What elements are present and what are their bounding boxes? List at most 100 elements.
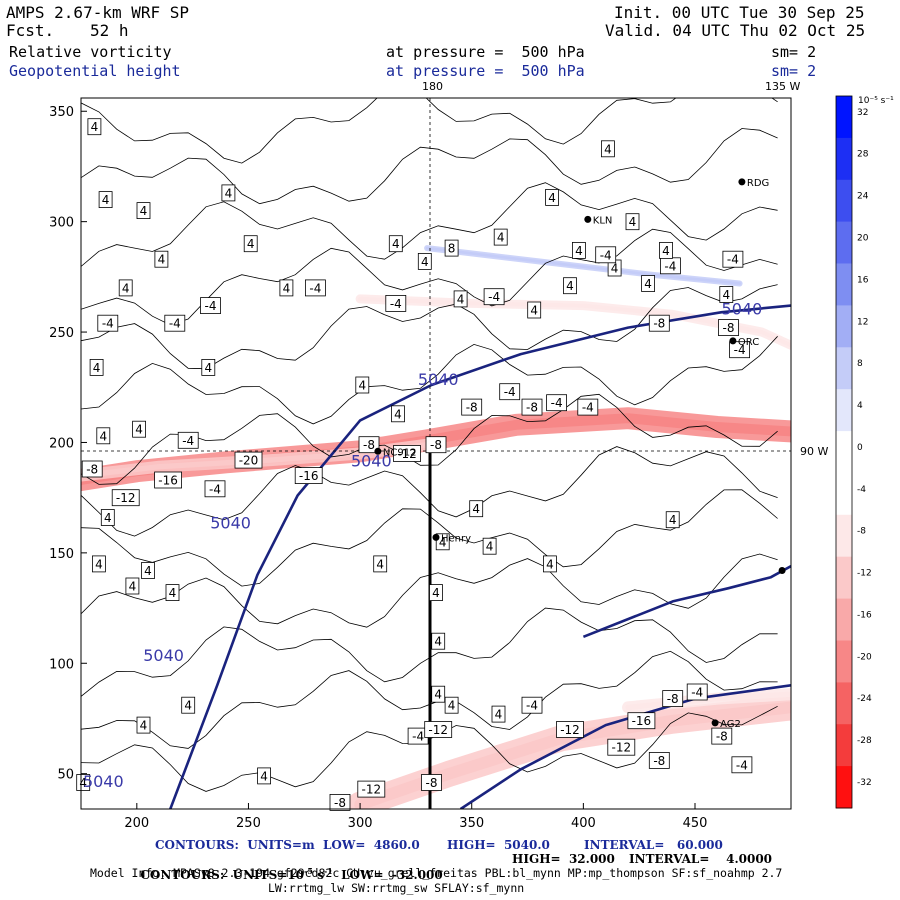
height-contour-label: 5040 xyxy=(210,514,251,533)
contour-label-box xyxy=(154,250,169,268)
y-tick-label: 300 xyxy=(49,216,74,231)
station-marker xyxy=(729,337,737,345)
x-tick-label: 350 xyxy=(459,816,484,831)
contour-label-box xyxy=(100,509,115,526)
contour-label: -4 xyxy=(691,686,703,700)
contour-label: 4 xyxy=(629,215,637,229)
contour-label: -4 xyxy=(551,396,563,410)
colorbar-tick-label: 28 xyxy=(857,150,869,160)
contour-label-box xyxy=(141,562,155,579)
height-contour-label: 5040 xyxy=(722,299,763,318)
contour-label: 4 xyxy=(548,191,556,205)
colorbar-swatch xyxy=(836,556,852,600)
contour-label: 4 xyxy=(457,292,465,306)
contour-label: -4 xyxy=(526,699,538,713)
contour-label-box xyxy=(92,555,106,573)
contour-label-box xyxy=(201,358,216,376)
colorbar-swatch xyxy=(836,389,852,432)
contour-label-box xyxy=(329,794,351,811)
contour-label: 4 xyxy=(184,699,192,713)
contour-label: 4 xyxy=(95,557,103,571)
contour-label-box xyxy=(417,252,432,270)
colorbar-swatch xyxy=(836,640,852,683)
colorbar-swatch xyxy=(836,598,852,641)
contour-label-box xyxy=(221,184,236,202)
contour-label-box xyxy=(358,436,380,454)
colorbar-tick-label: -8 xyxy=(857,527,866,537)
contour-label: 4 xyxy=(204,361,212,375)
contour-label: -4 xyxy=(727,253,739,267)
contour-label-box xyxy=(177,431,199,449)
contour-label-box xyxy=(164,314,186,332)
vorticity-band-core xyxy=(358,296,791,348)
contour-label: 4 xyxy=(722,288,730,302)
contour-label-box xyxy=(665,511,680,529)
colorbar-unit-label: 10⁻⁵ s⁻¹ xyxy=(858,96,894,106)
contour-label-box xyxy=(81,460,103,478)
contour-label: 8 xyxy=(448,242,456,256)
lon-135w-label: 135 W xyxy=(765,80,800,93)
contour-label: 4 xyxy=(566,279,574,293)
contour-label: -4 xyxy=(309,281,321,295)
colorbar-tick-label: 20 xyxy=(857,234,869,244)
contour-label: 4 xyxy=(140,204,148,218)
contour-label: 4 xyxy=(140,719,148,733)
contour-label: 4 xyxy=(102,193,110,207)
init-time: Init. 00 UTC Tue 30 Sep 25 xyxy=(614,3,865,22)
plot-frame xyxy=(80,97,792,810)
contour-label-box xyxy=(76,774,91,791)
contour-label-box xyxy=(136,202,151,220)
colorbar-tick-label: -20 xyxy=(857,652,872,662)
contour-label: -12 xyxy=(397,447,417,461)
contour-label: -4 xyxy=(736,758,748,772)
contour-label-box xyxy=(431,632,446,650)
station-marker xyxy=(432,533,440,541)
station-marker xyxy=(778,567,786,574)
contour-label: -4 xyxy=(734,343,746,357)
contour-label-box xyxy=(424,721,453,738)
contour-label: 4 xyxy=(358,379,366,393)
station-label: NC912 xyxy=(383,447,417,458)
contour-label-box xyxy=(556,721,584,738)
contour-label: 4 xyxy=(497,231,505,245)
contour-label-box xyxy=(304,279,326,297)
colorbar-tick-label: 12 xyxy=(857,317,868,327)
height-contour-label: 5040 xyxy=(143,646,184,665)
contour-label: -12 xyxy=(428,723,448,737)
contour-label: -8 xyxy=(334,796,346,810)
contour-label: 4 xyxy=(392,237,400,251)
vorticity-band-core xyxy=(81,312,340,323)
contour-label-box xyxy=(482,537,497,555)
contour-label: 4 xyxy=(421,255,429,269)
vorticity-contour-line xyxy=(81,98,778,164)
contour-label-box xyxy=(393,445,421,462)
forecast-label: Fcst. xyxy=(6,21,55,40)
colorbar-tick-label: -32 xyxy=(857,778,872,788)
contour-label-box xyxy=(521,398,543,416)
lon-90w-label: 90 W xyxy=(800,445,828,458)
contour-label: -8 xyxy=(723,321,735,335)
station-label: ORC xyxy=(738,337,759,348)
footer-vort-high: HIGH= 32.000 xyxy=(512,852,615,866)
contour-label-box xyxy=(641,275,655,292)
contour-label: -8 xyxy=(667,692,679,706)
contour-label: 4 xyxy=(158,253,166,267)
contour-label: 4 xyxy=(394,407,402,421)
contour-label-box xyxy=(722,250,744,268)
contour-label-box xyxy=(648,752,670,769)
contour-label: 4 xyxy=(144,564,152,578)
contour-label: 4 xyxy=(260,769,268,783)
contour-label-box xyxy=(719,286,734,303)
contour-label-box xyxy=(200,297,221,315)
contour-label: -8 xyxy=(526,401,538,415)
contour-label: 4 xyxy=(644,277,652,291)
contour-label: -4 xyxy=(102,317,114,331)
contour-label-box xyxy=(294,467,323,485)
contour-label: 4 xyxy=(376,557,384,571)
contour-label-box xyxy=(132,420,147,438)
contour-label-box xyxy=(499,383,521,401)
contour-label: 4 xyxy=(104,511,112,525)
contour-label: 4 xyxy=(225,186,233,200)
height-contour-label: 5040 xyxy=(83,772,124,791)
